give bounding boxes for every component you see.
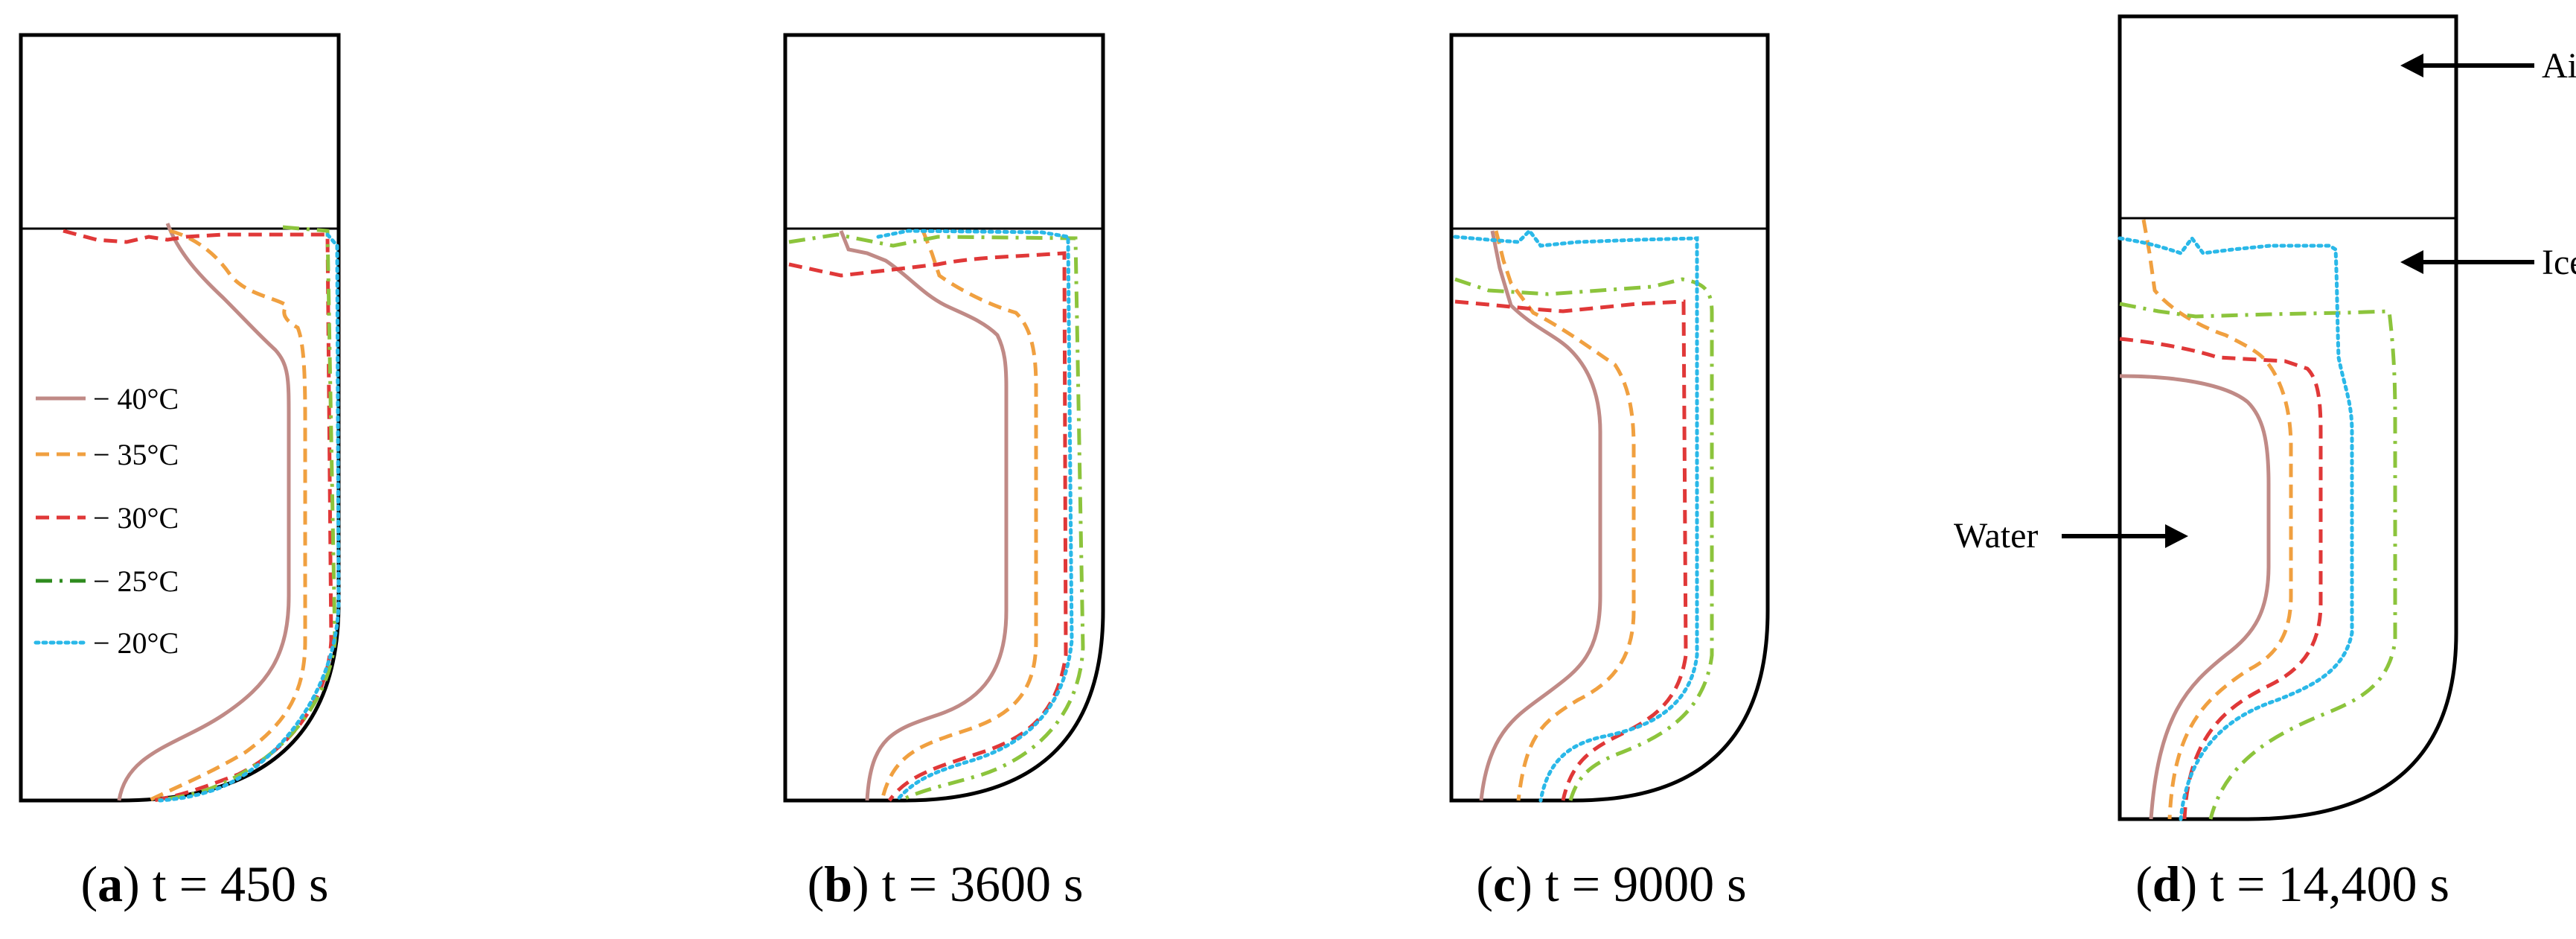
panel-d-caption: (d) t = 14,400 s [2135, 856, 2449, 912]
panel-b-container-outline [783, 33, 1105, 803]
legend-item-minus-30: − 30°C [36, 501, 179, 535]
legend-label-minus-30: − 30°C [93, 501, 179, 535]
panel-c-caption-letter: c [1493, 856, 1515, 912]
panel-d-isotherm-minus-25 [2119, 302, 2397, 820]
panel-a-isotherm-minus-20 [158, 232, 341, 803]
ice-annotation: Ice [2400, 243, 2576, 282]
panel-b-caption-time: t = 3600 s [882, 856, 1084, 912]
panel-c-isotherm-minus-20 [1453, 228, 1699, 803]
legend-label-minus-40: − 40°C [93, 382, 179, 416]
panel-c-isotherm-minus-40 [1479, 230, 1602, 801]
panel-d-caption-time: t = 14,400 s [2210, 856, 2449, 912]
ice-label: Ice [2542, 243, 2576, 282]
legend-item-minus-40: − 40°C [36, 382, 179, 416]
panel-b-isotherm-minus-25 [788, 232, 1085, 803]
panel-a-caption: (a) t = 450 s [80, 856, 328, 912]
panel-a-container-outline [19, 33, 341, 803]
legend-item-minus-35: − 35°C [36, 438, 179, 471]
water-label: Water [1954, 516, 2038, 556]
air-arrow-head-icon [2400, 54, 2423, 77]
legend-label-minus-25: − 25°C [93, 564, 179, 598]
panel-d-isotherm-minus-30 [2119, 337, 2323, 820]
panel-a-isotherm-minus-25 [156, 225, 337, 803]
ice-arrow-head-icon [2400, 250, 2423, 274]
panel-a-isotherm-minus-35 [147, 229, 307, 803]
panel-b-isotherm-minus-35 [880, 230, 1038, 801]
air-annotation: Air [2400, 46, 2576, 86]
panel-c: (c) t = 9000 s [1449, 33, 1770, 912]
panel-c-container-outline [1449, 33, 1770, 803]
panel-d-isotherm-minus-20 [2118, 235, 2354, 821]
panel-d-isotherm-minus-35 [2141, 219, 2293, 820]
air-label: Air [2542, 46, 2576, 86]
panel-d-caption-letter: d [2152, 856, 2181, 912]
panel-a-isotherm-minus-30 [63, 229, 333, 803]
water-annotation: Water [1954, 516, 2188, 556]
panel-d: Air Ice Water (d) t = 14,400 s [1954, 14, 2576, 912]
panel-d-container-outline [2118, 14, 2458, 821]
panel-a-caption-letter: a [98, 856, 123, 912]
water-arrow-head-icon [2165, 524, 2188, 548]
legend-item-minus-25: − 25°C [36, 564, 179, 598]
legend-label-minus-20: − 20°C [93, 626, 179, 660]
panel-b-isotherm-minus-20 [876, 229, 1074, 803]
panel-b-caption: (b) t = 3600 s [808, 856, 1084, 912]
legend-item-minus-20: − 20°C [33, 626, 179, 660]
panel-c-isotherm-minus-30 [1454, 299, 1688, 801]
panel-b-isotherm-minus-30 [788, 251, 1068, 802]
panel-c-caption-time: t = 9000 s [1545, 856, 1747, 912]
panel-a: − 40°C − 35°C − 30°C − 25°C − 20°C (a) t… [19, 33, 341, 912]
panel-a-caption-time: t = 450 s [153, 856, 329, 912]
legend-label-minus-35: − 35°C [93, 438, 179, 471]
panel-c-caption: (c) t = 9000 s [1476, 856, 1746, 912]
panel-d-isotherm-minus-40 [2119, 374, 2271, 820]
panel-b-caption-letter: b [824, 856, 852, 912]
panel-c-isotherm-minus-35 [1494, 230, 1636, 801]
panel-b: (b) t = 3600 s [783, 33, 1105, 912]
panel-b-isotherm-minus-40 [839, 230, 1009, 801]
panel-c-isotherm-minus-25 [1454, 277, 1714, 801]
legend: − 40°C − 35°C − 30°C − 25°C − 20°C [33, 382, 179, 660]
panel-a-isotherm-minus-40 [117, 223, 291, 801]
